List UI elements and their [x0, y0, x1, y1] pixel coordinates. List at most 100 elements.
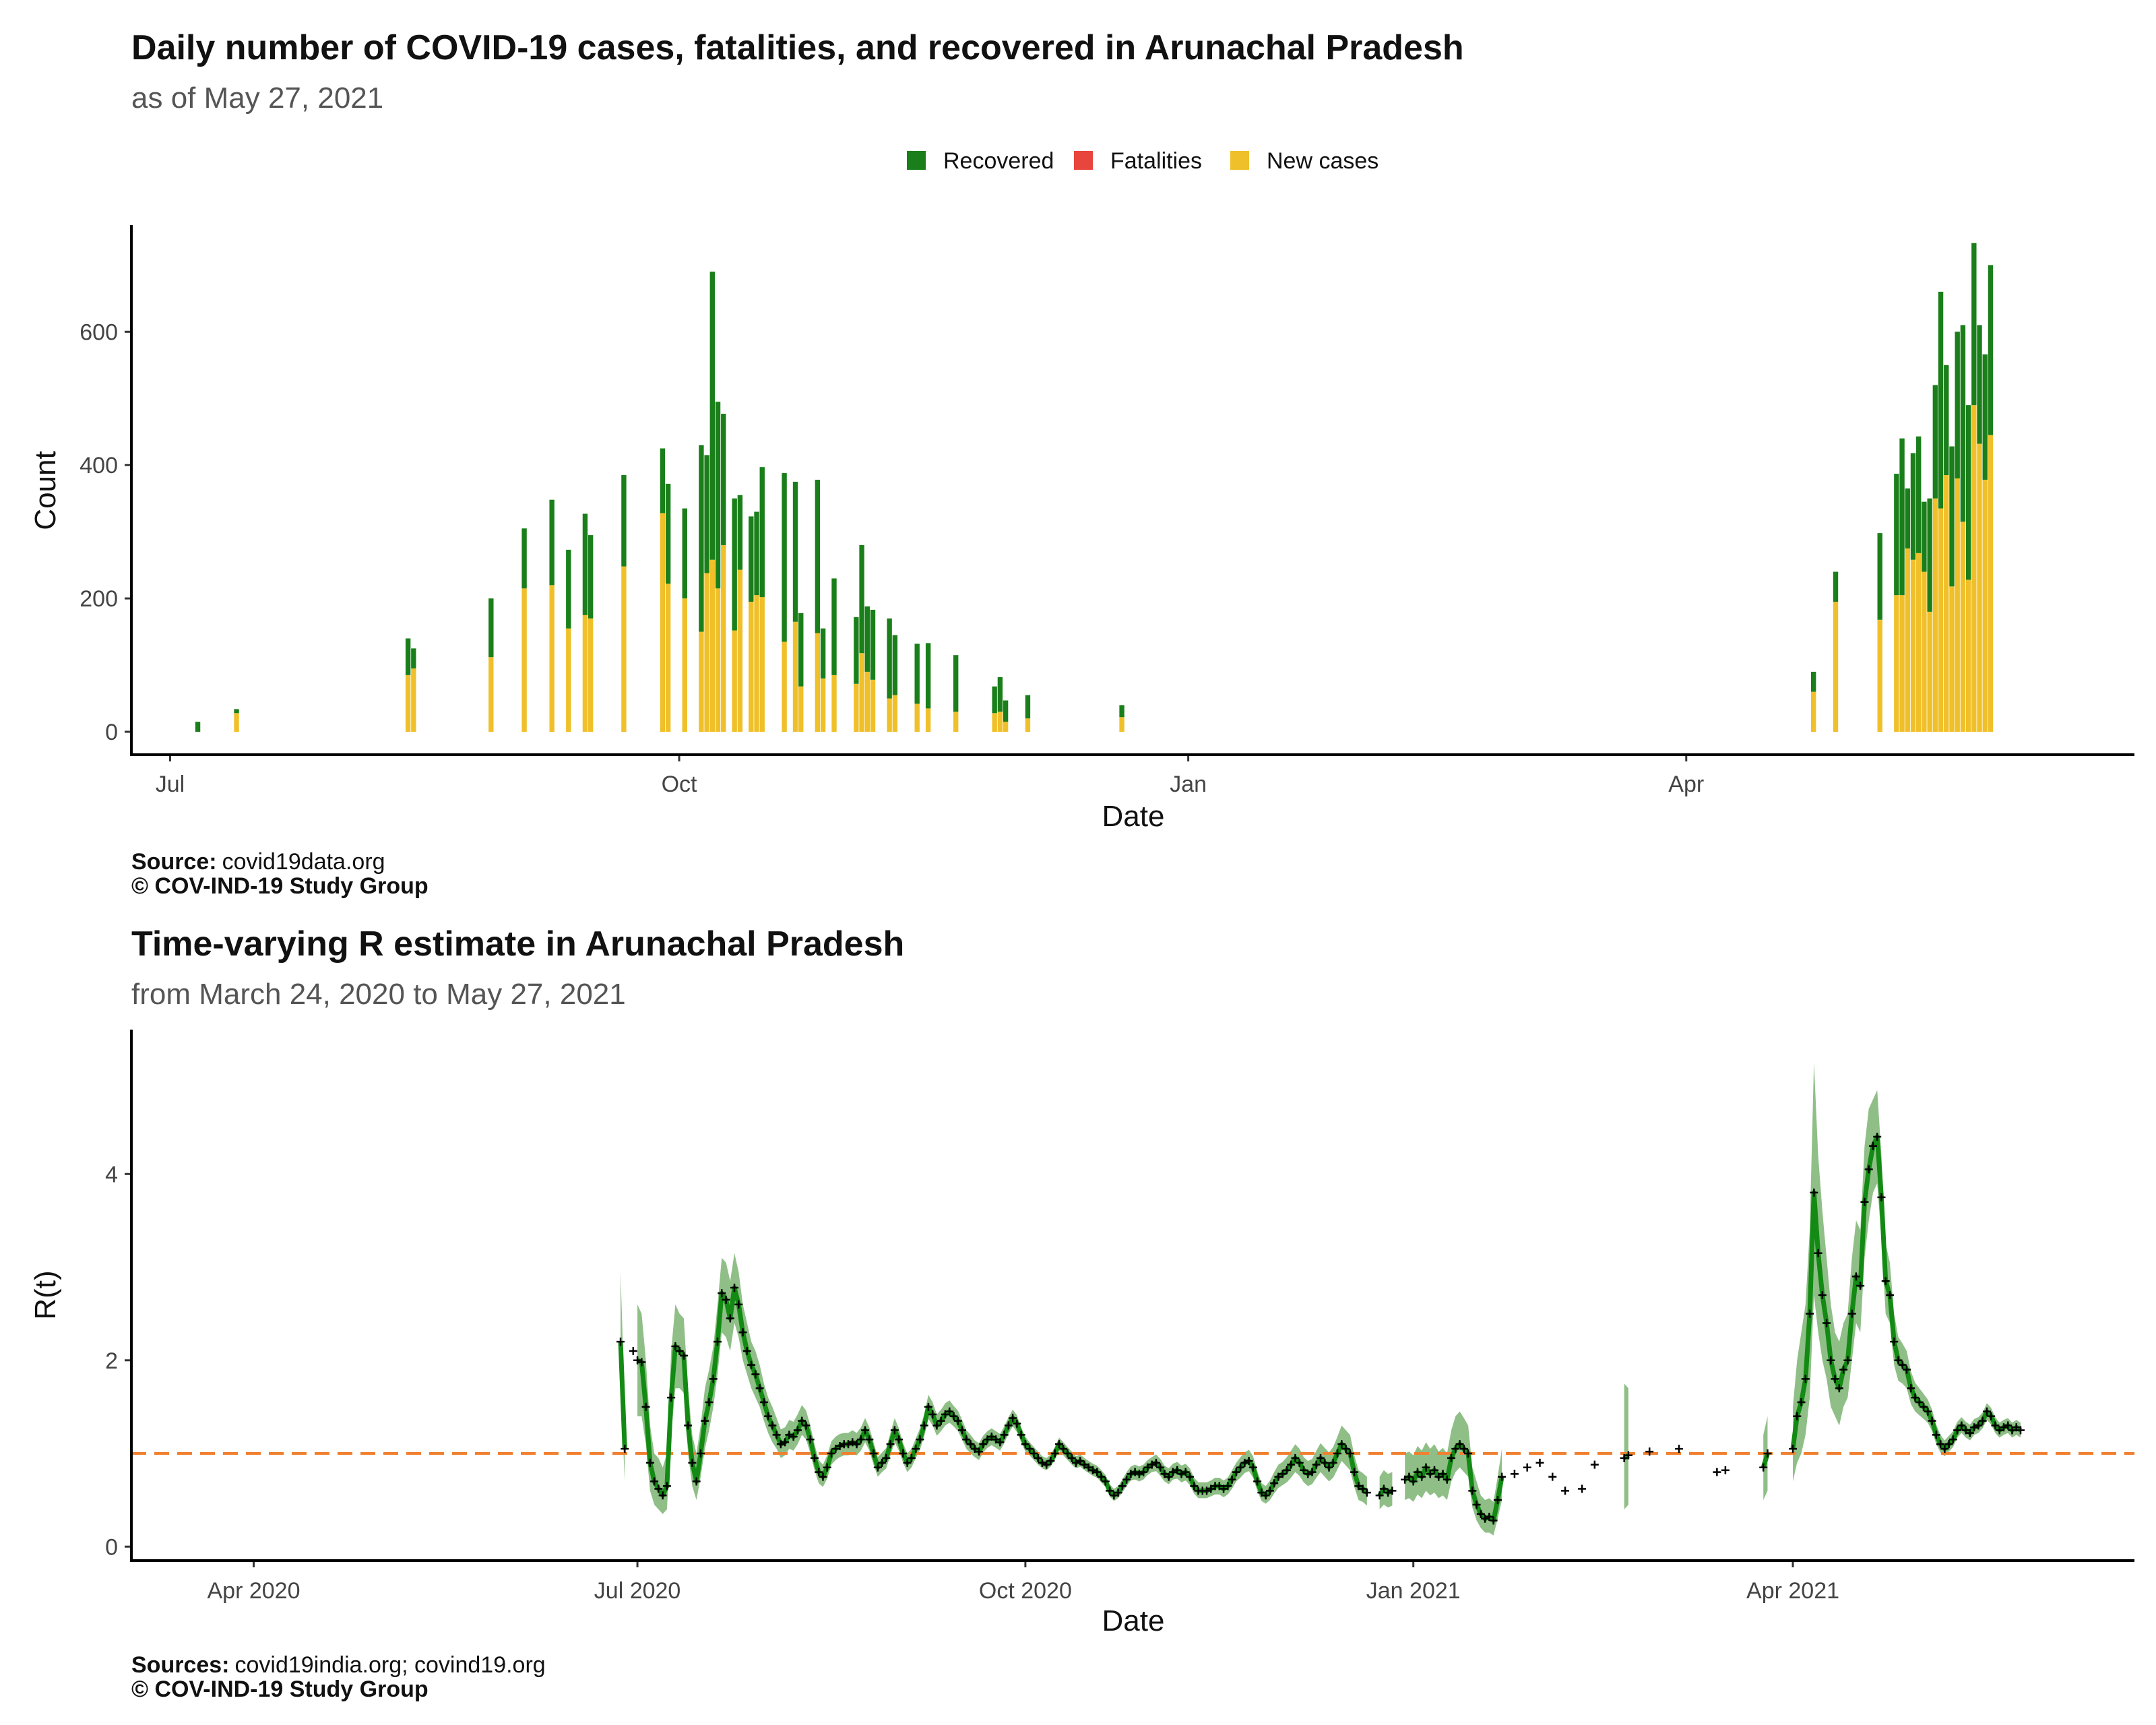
rt-point-marker	[755, 1384, 764, 1393]
rt-point-marker	[1118, 1482, 1127, 1491]
recovered-bar	[997, 677, 1003, 712]
rt-point-marker	[873, 1463, 882, 1472]
rt-point-marker	[852, 1440, 861, 1449]
recovered-bar	[1899, 438, 1905, 596]
rt-point-marker	[1965, 1429, 1974, 1437]
recovered-bar	[864, 606, 870, 672]
rt-point-marker	[709, 1375, 718, 1383]
new-cases-bar	[792, 621, 798, 732]
recovered-bar	[195, 722, 201, 732]
legend-label-new-cases: New cases	[1267, 148, 1378, 174]
rt-point-marker	[2012, 1423, 2021, 1432]
rt-point-marker	[1186, 1472, 1194, 1481]
recovered-bar	[859, 544, 864, 654]
rt-point-marker	[1920, 1402, 1928, 1411]
recovered-bar	[831, 578, 837, 675]
rt-point-marker	[718, 1289, 726, 1298]
recovered-bar	[709, 272, 716, 560]
rt-points	[616, 1132, 2025, 1525]
recovered-bar	[854, 617, 859, 684]
rt-point-marker	[953, 1416, 962, 1425]
rt-point-marker	[1877, 1193, 1886, 1201]
rt-point-marker	[1561, 1486, 1570, 1495]
rt-point-marker	[1948, 1435, 1957, 1444]
recovered-bar	[1982, 354, 1988, 480]
y-tick-label: 200	[80, 586, 118, 612]
bar-2020-10-08	[715, 402, 721, 732]
bar-2020-10-11	[732, 498, 737, 732]
bar-2020-09-11	[566, 549, 571, 732]
legend-swatch-new-cases	[1230, 151, 1249, 170]
rt-line-segment-3	[1377, 1486, 1393, 1497]
y-tick-label: 4	[105, 1162, 118, 1187]
rt-point-marker	[1000, 1431, 1009, 1439]
new-cases-bar	[864, 671, 870, 732]
rt-point-marker	[941, 1410, 949, 1418]
rt-point-marker	[878, 1458, 887, 1467]
recovered-bar	[754, 511, 759, 596]
new-cases-bar	[1003, 722, 1009, 732]
rt-point-marker	[1476, 1509, 1485, 1518]
rt-point-marker	[1345, 1449, 1354, 1458]
rt-point-marker	[789, 1433, 798, 1441]
recovered-bar	[721, 414, 726, 545]
bar-2020-09-03	[521, 528, 527, 732]
rt-point-marker	[1122, 1475, 1131, 1484]
rt-point-marker	[688, 1458, 697, 1467]
bar-2021-05-17	[1938, 291, 1944, 732]
recovered-bar	[1949, 446, 1955, 587]
new-cases-bar	[1965, 579, 1971, 732]
bar-2021-05-14	[1922, 501, 1927, 732]
rt-point-marker	[645, 1458, 654, 1467]
new-cases-bar	[1899, 595, 1905, 732]
recovered-bar	[1944, 365, 1949, 476]
rt-point-marker	[781, 1438, 790, 1447]
rt-credit-caption: © COV-IND-19 Study Group	[131, 1676, 429, 1702]
rt-point-marker	[1620, 1453, 1628, 1462]
recovered-bar	[660, 448, 666, 513]
bar-2021-04-24	[1810, 671, 1816, 732]
rt-point-marker	[1578, 1484, 1587, 1493]
bar-2020-10-23	[798, 613, 804, 732]
rt-point-marker	[920, 1421, 928, 1430]
rt-point-marker	[1873, 1132, 1882, 1141]
cases-x-ticks: Jul Oct Jan Apr	[156, 755, 1704, 797]
rt-point-marker	[1029, 1449, 1038, 1458]
bar-2020-11-29	[1003, 700, 1009, 732]
bar-2020-07-13	[234, 709, 239, 732]
new-cases-bar	[1960, 522, 1966, 732]
recovered-bar	[759, 467, 765, 598]
rt-point-marker	[819, 1472, 827, 1481]
rt-point-marker	[856, 1435, 865, 1444]
bar-2020-09-28	[660, 448, 666, 732]
new-cases-bar	[1927, 611, 1932, 732]
rt-x-axis-title: Date	[1102, 1604, 1165, 1637]
rt-point-marker	[1317, 1453, 1325, 1462]
rt-point-marker	[1409, 1477, 1418, 1486]
bar-2020-10-14	[749, 516, 754, 732]
new-cases-bar	[1982, 479, 1988, 732]
bar-2020-09-08	[549, 499, 554, 732]
new-cases-bar	[737, 569, 743, 732]
rt-point-marker	[1907, 1384, 1915, 1393]
bar-2020-10-26	[815, 479, 821, 732]
rt-point-marker	[1442, 1475, 1451, 1484]
bar-2020-08-28	[488, 598, 494, 732]
rt-point-marker	[835, 1441, 844, 1450]
rt-point-marker	[1881, 1277, 1890, 1286]
recovered-bar	[566, 549, 571, 629]
bar-2020-11-03	[859, 544, 864, 732]
rt-point-marker	[654, 1484, 663, 1493]
recovered-bar	[925, 643, 931, 709]
rt-point-marker	[1413, 1468, 1422, 1476]
new-cases-bar	[1119, 717, 1124, 732]
cases-panel: Daily number of COVID-19 cases, fataliti…	[29, 28, 2134, 899]
recovered-bar	[992, 686, 997, 714]
rt-point-marker	[1995, 1426, 2004, 1435]
bar-2021-05-19	[1949, 446, 1955, 732]
rt-point-marker	[734, 1300, 743, 1309]
bar-2020-09-29	[665, 483, 671, 732]
rt-point-marker	[1054, 1440, 1063, 1449]
rt-point-marker	[1173, 1466, 1182, 1474]
bar-2020-11-27	[992, 686, 997, 732]
